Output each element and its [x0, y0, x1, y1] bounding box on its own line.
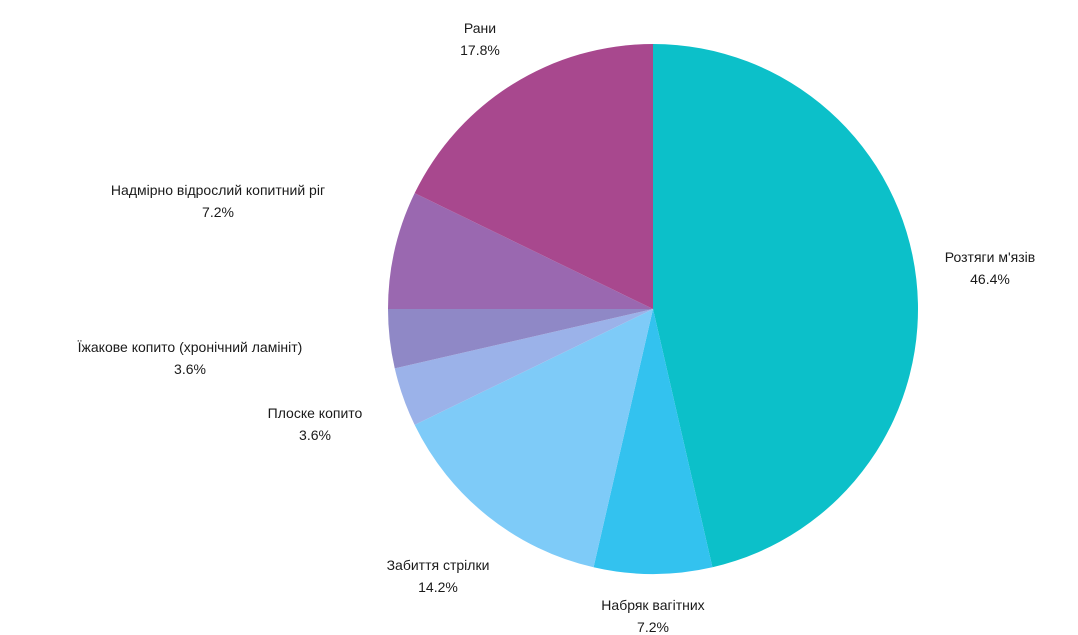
slice-name-label: Забиття стрілки: [387, 557, 490, 573]
slice-percent-label: 46.4%: [970, 271, 1010, 287]
slice-percent-label: 7.2%: [637, 619, 669, 635]
slice-name-label: Рани: [464, 20, 496, 36]
pie-slice: [388, 193, 653, 309]
pie-slices: [388, 44, 919, 574]
slice-name-label: Їжакове копито (хронічний ламініт): [78, 339, 303, 355]
slice-name-label: Набряк вагітних: [601, 597, 704, 613]
pie-slice: [394, 309, 653, 425]
pie-slice: [388, 309, 653, 369]
slice-labels: Розтяги м'язів 46.4% Набряк вагітних 7.2% За…: [78, 20, 1036, 635]
pie-slice: [414, 44, 653, 309]
pie-slice: [593, 309, 713, 574]
slice-percent-label: 17.8%: [460, 42, 500, 58]
pie-slice: [653, 44, 919, 568]
slice-name-label: Розтяги м'язів: [945, 249, 1035, 265]
slice-percent-label: 3.6%: [299, 427, 331, 443]
slice-percent-label: 7.2%: [202, 204, 234, 220]
slice-percent-label: 14.2%: [418, 579, 458, 595]
slice-name-label: Плоске копито: [268, 405, 363, 421]
slice-percent-label: 3.6%: [174, 361, 206, 377]
pie-slice: [414, 309, 653, 568]
slice-name-label: Надмірно відрослий копитний ріг: [111, 182, 325, 198]
